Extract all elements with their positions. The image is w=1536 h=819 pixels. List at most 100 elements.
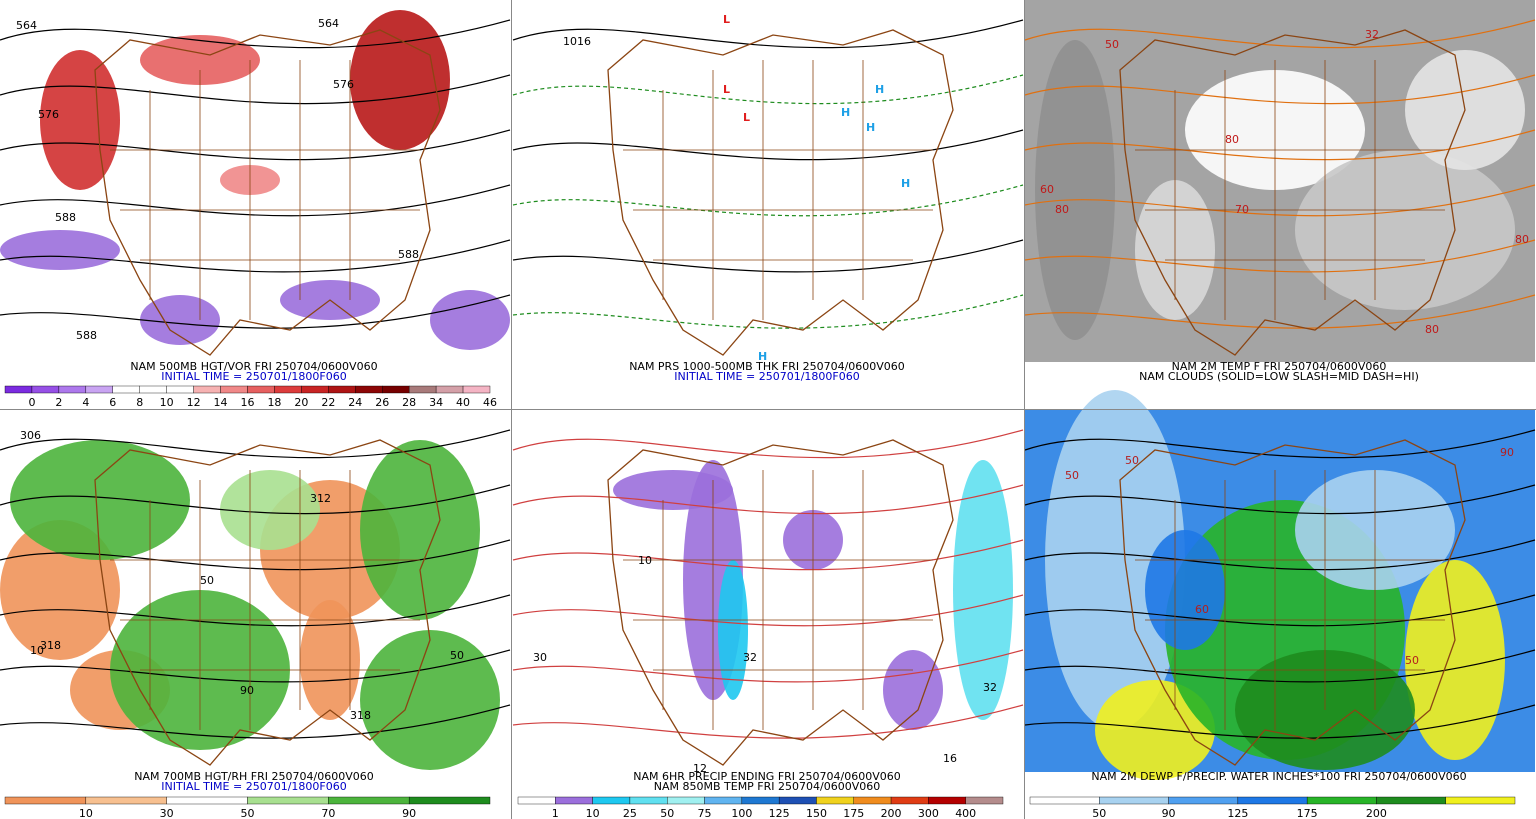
panel: 12 30 32 10 32 16 NAM 6HR PRECIP ENDING FRI 25… [512,410,1024,819]
map-label: 50 [450,649,464,662]
map-label: 80 [1225,133,1239,146]
map-label: 10 [30,644,44,657]
state-lines [623,470,933,730]
map-label: 10 [638,554,652,567]
map-label: H [758,350,767,363]
contour [1024,129,1536,161]
colorbar-segment [778,796,817,805]
field-area [1145,530,1225,650]
state-lines [110,470,420,730]
colorbar-segment [166,385,194,394]
contour [1024,184,1536,217]
colorbar-label: 300 [918,807,939,819]
colorbar-segment [890,796,929,805]
contour [0,594,511,627]
contour [0,294,511,329]
colorbar-segment [58,385,87,394]
colorbar-segment [85,796,167,805]
colorbar-label: 90 [1162,807,1176,819]
colorbar-segment [741,796,780,805]
colorbar-segment [1306,796,1377,805]
colorbar-label: 6 [109,396,116,409]
contour [512,294,1024,329]
panel: 50 50 60 90 50 NAM 2M DEWP F/PRECIP. WATER IN… [1024,390,1536,819]
map-label: L [723,83,730,96]
map-label: 90 [1500,446,1514,459]
colorbar-label: 400 [955,807,976,819]
colorbar-label: 50 [660,807,674,819]
map-label: 90 [240,684,254,697]
colorbar-label: 150 [806,807,827,819]
map-label: 60 [1040,183,1054,196]
field-area [613,470,733,510]
contour [512,704,1024,739]
map-label: 16 [943,752,957,765]
colorbar-segment [220,385,248,394]
map-background [513,0,1023,362]
caption: NAM 700MB HGT/RH FRI 250704/0600V060 [134,770,373,783]
map-label: 576 [333,78,354,91]
contour [0,74,511,105]
colorbar-label: 175 [1297,807,1318,819]
contour [1024,704,1536,739]
map-label: 50 [1125,454,1139,467]
field-area [1045,390,1185,730]
colorbar-segment [85,385,113,394]
field-area [0,230,120,270]
colorbar-segment [247,385,275,394]
map-label: 318 [350,709,371,722]
field-area [140,295,220,345]
contour [0,484,511,515]
state-lines [623,60,933,320]
colorbar-label: 30 [160,807,174,819]
field-area [360,440,480,620]
contour [512,539,1024,571]
colorbar-label: 200 [1366,807,1387,819]
field-area [40,50,120,190]
colorbar-segment [555,796,593,805]
map-label: 32 [743,651,757,664]
contour [512,184,1024,217]
colorbar-label: 34 [429,396,443,409]
colorbar-label: 26 [375,396,389,409]
contour [0,184,511,217]
map-label: 50 [1065,469,1079,482]
map-label: 1016 [563,35,591,48]
colorbar-label: 50 [241,807,255,819]
colorbar-segment [166,796,248,805]
contour [1024,19,1536,49]
colorbar-segment [382,385,410,394]
caption: INITIAL TIME = 250701/1800F060 [161,370,346,383]
map-label: H [875,83,884,96]
contour [1024,239,1536,273]
caption: NAM 500MB HGT/VOR FRI 250704/0600V060 [130,360,377,373]
colorbar-segment [4,796,87,805]
colorbar-label: 125 [769,807,790,819]
state-lines [1135,60,1445,320]
map-label: 50 [1105,38,1119,51]
contour [512,129,1024,161]
field-area [430,290,510,350]
field-area [10,440,190,560]
colorbar-segment [247,796,329,805]
map-label: 588 [398,248,419,261]
caption: INITIAL TIME = 250701/1800F060 [161,780,346,793]
colorbar-label: 175 [843,807,864,819]
map-label: H [841,106,850,119]
colorbar-segment [193,385,221,394]
contour [512,594,1024,627]
colorbar-label: 40 [456,396,470,409]
map-label: 32 [1365,28,1379,41]
colorbar-label: 2 [55,396,62,409]
contour [1024,649,1536,683]
colorbar-label: 0 [28,396,35,409]
contour [512,19,1024,49]
colorbar-segment [274,385,302,394]
caption: NAM CLOUDS (SOLID=LOW SLASH=MID DASH=HI) [1139,370,1419,383]
map-label: 12 [693,762,707,775]
colorbar-segment [629,796,668,805]
caption: NAM PRS 1000-500MB THK FRI 250704/0600V0… [629,360,905,373]
field-area [1295,150,1515,310]
field-area [883,650,943,730]
